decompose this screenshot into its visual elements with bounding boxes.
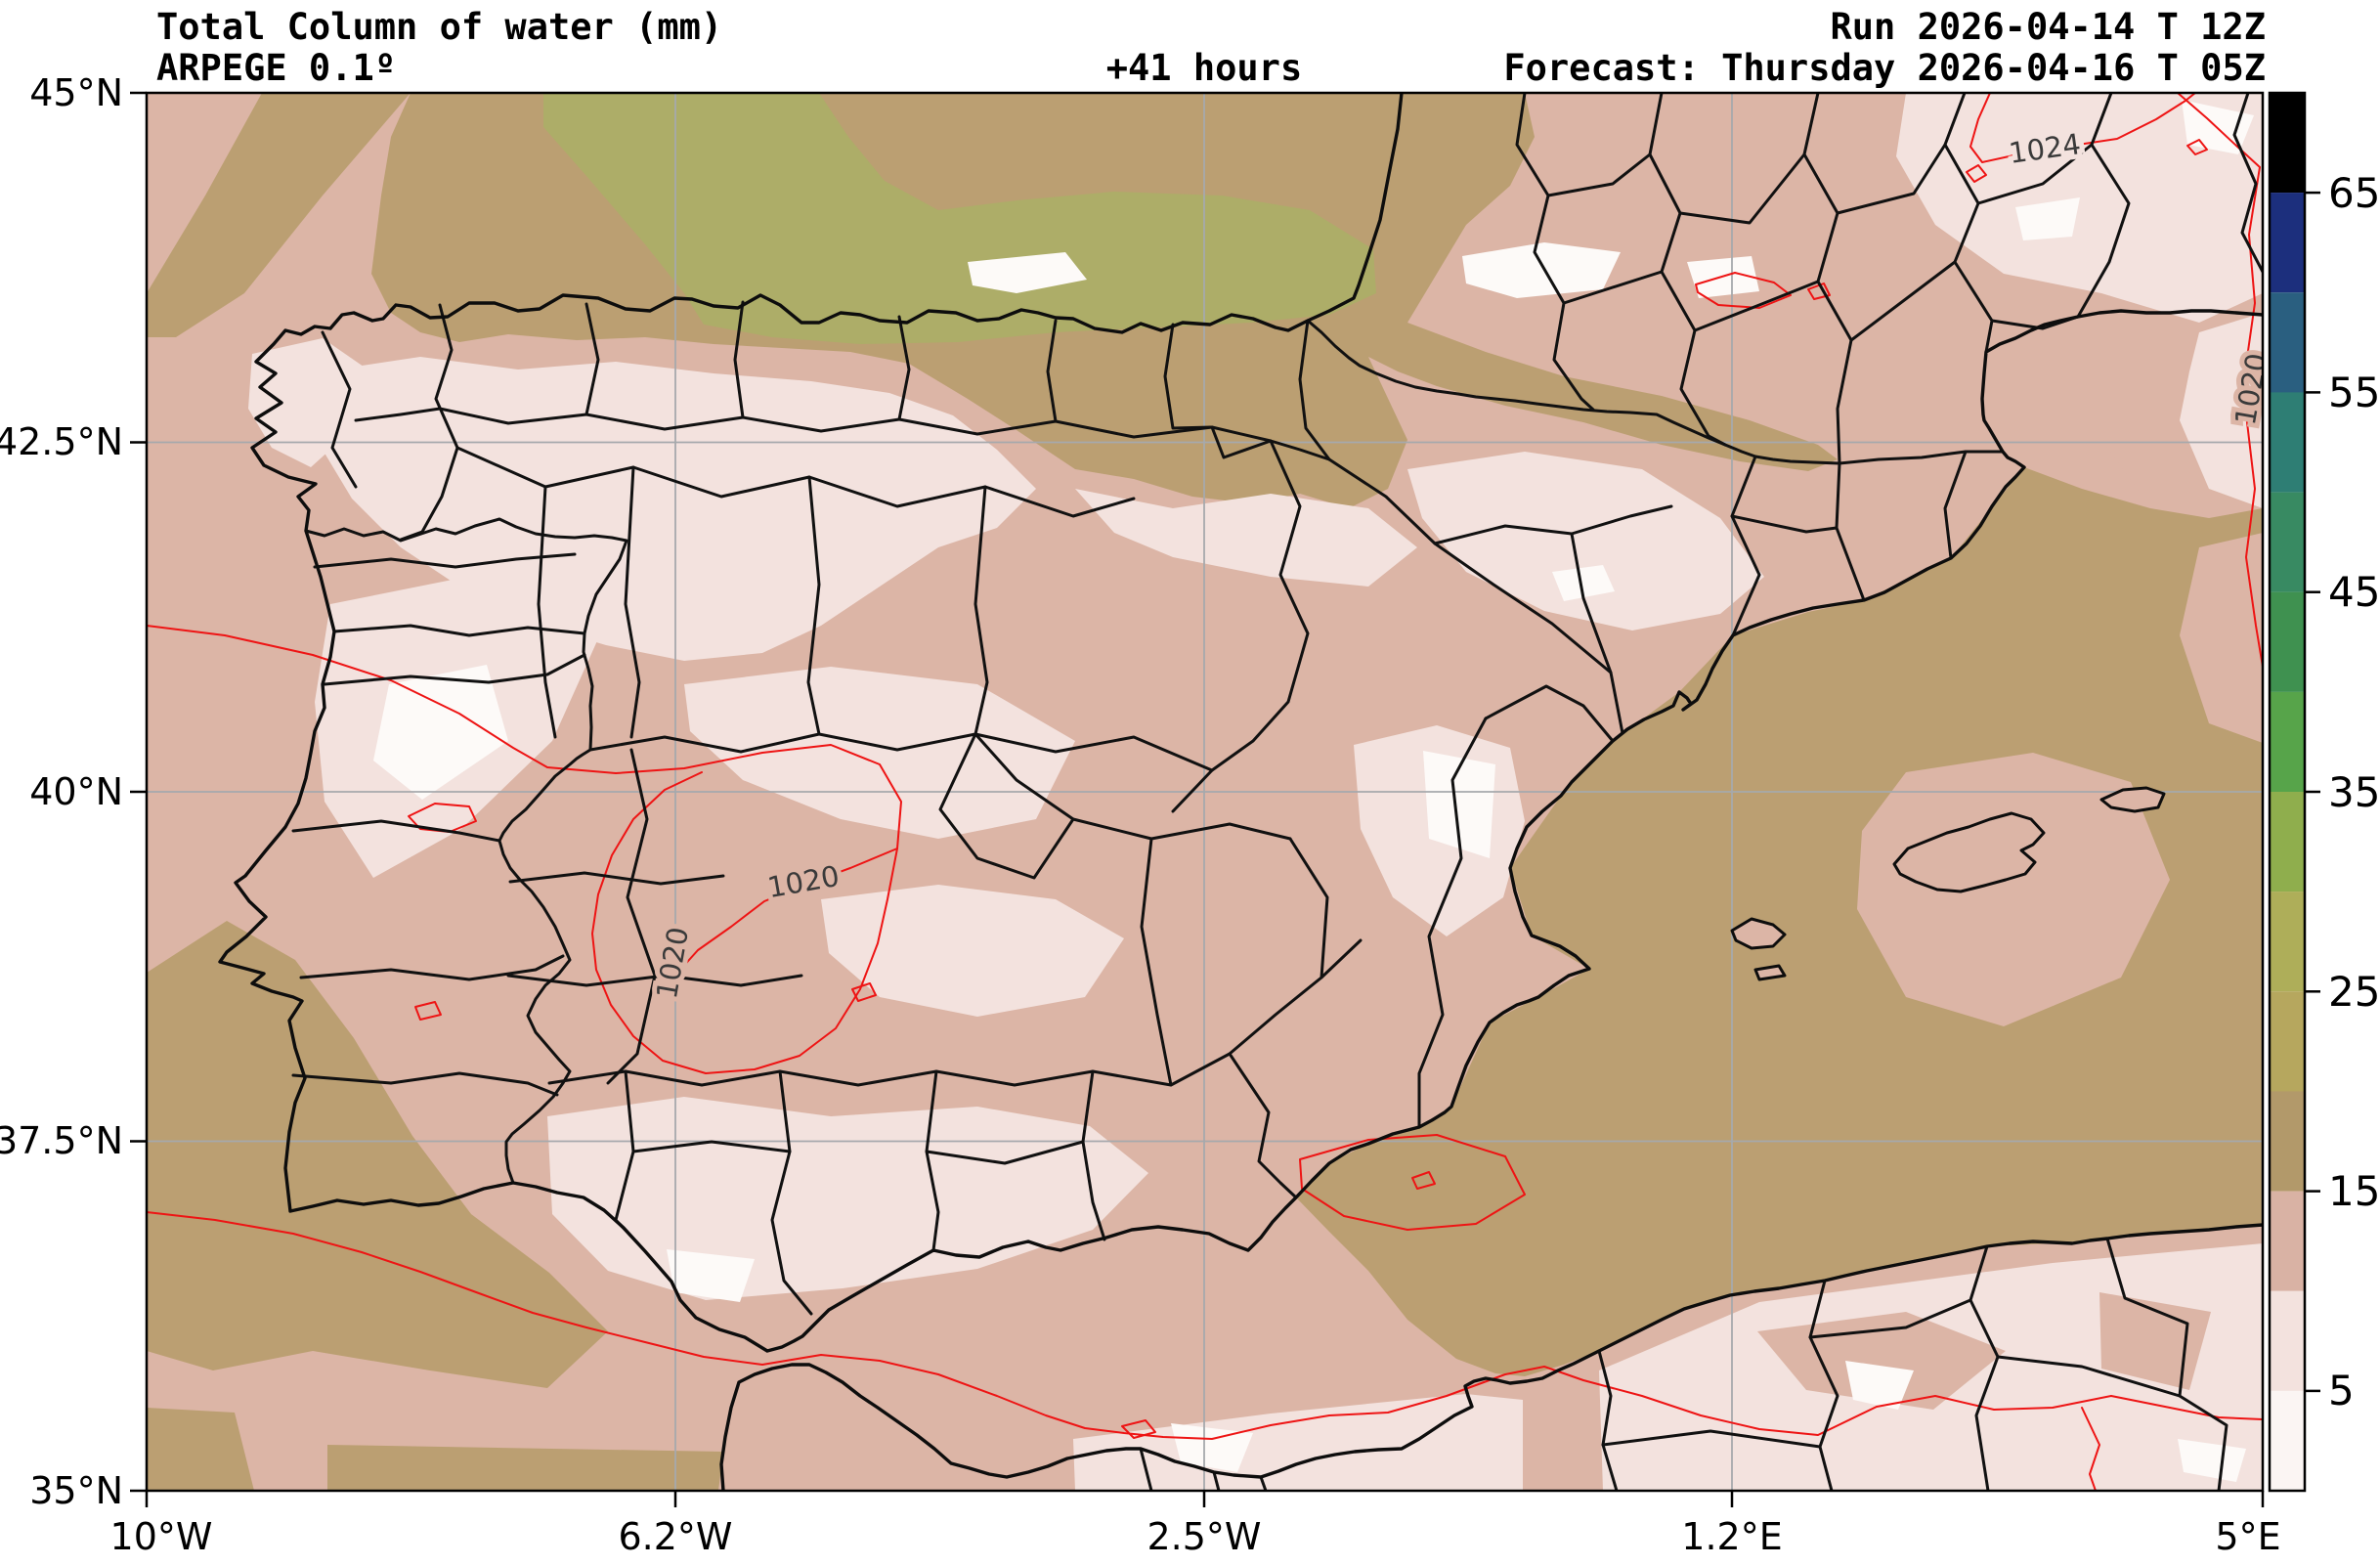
axis-tick-marks <box>130 91 2265 1507</box>
colorbar-segment <box>2270 991 2305 1092</box>
lat-tick-35: 35°N <box>29 1469 123 1512</box>
lat-tick-40: 40°N <box>29 770 123 813</box>
colorbar-label-45: 45 <box>2328 568 2380 616</box>
island-mallorca <box>1892 811 2046 893</box>
colorbar-segment <box>2270 1390 2305 1491</box>
colorbar-segment <box>2270 492 2305 592</box>
lon-tick-6-2w: 6.2°W <box>618 1515 732 1558</box>
colorbar-segment <box>2270 691 2305 793</box>
colorbar-label-55: 55 <box>2328 369 2380 416</box>
colorbar-segment <box>2270 193 2305 293</box>
lon-tick-2-5w: 2.5°W <box>1147 1515 1261 1558</box>
colorbar-segment <box>2270 1191 2305 1291</box>
colorbar-segment <box>2270 1091 2305 1192</box>
water-field-olive <box>543 93 1376 344</box>
colorbar-label-25: 25 <box>2328 968 2380 1016</box>
island-menorca <box>2099 786 2166 813</box>
model-label: ARPEGE 0.1º <box>156 47 396 89</box>
map-plot-area: 1020 1020 1020 1024 <box>147 93 2263 1491</box>
island-ibiza <box>1730 917 1787 950</box>
colorbar-label-5: 5 <box>2328 1367 2355 1414</box>
lat-tick-45: 45°N <box>29 71 123 114</box>
colorbar-segment <box>2270 892 2305 992</box>
colorbar-label-35: 35 <box>2328 768 2380 816</box>
colorbar-tick-marks <box>2305 191 2320 1393</box>
colorbar-label-65: 65 <box>2328 169 2380 217</box>
colorbar-segments <box>2270 93 2305 1491</box>
colorbar-segment <box>2270 292 2305 393</box>
colorbar-segment <box>2270 93 2305 194</box>
lon-tick-1-2e: 1.2°E <box>1681 1515 1782 1558</box>
colorbar-segment <box>2270 392 2305 493</box>
run-label: Run 2026-04-14 T 12Z <box>1830 6 2266 48</box>
lat-tick-37-5: 37.5°N <box>0 1119 123 1162</box>
lat-tick-42-5: 42.5°N <box>0 420 123 463</box>
water-field-white <box>373 100 2254 1482</box>
colorbar: 65 55 45 35 25 15 5 <box>2268 91 2380 1493</box>
lead-time-label: +41 hours <box>1106 47 1302 89</box>
lon-axis: 10°W 6.2°W 2.5°W 1.2°E 5°E <box>110 1515 2281 1558</box>
page-title: Total Column of water (mm) <box>156 6 722 48</box>
island-formentera <box>1753 964 1787 981</box>
colorbar-segment <box>2270 792 2305 892</box>
colorbar-label-15: 15 <box>2328 1167 2380 1215</box>
isobar-contours <box>147 93 2263 1491</box>
lon-tick-10w: 10°W <box>110 1515 213 1558</box>
coastlines <box>218 93 2263 1491</box>
colorbar-labels: 65 55 45 35 25 15 5 <box>2328 169 2380 1414</box>
graticule-gridlines <box>147 93 2263 1491</box>
lat-axis: 45°N 42.5°N 40°N 37.5°N 35°N <box>0 71 123 1512</box>
lon-tick-5e: 5°E <box>2215 1515 2280 1558</box>
admin-boundaries <box>291 93 2263 1491</box>
colorbar-segment <box>2270 1290 2305 1391</box>
colorbar-segment <box>2270 591 2305 692</box>
forecast-label: Forecast: Thursday 2026-04-16 T 05Z <box>1503 47 2266 89</box>
